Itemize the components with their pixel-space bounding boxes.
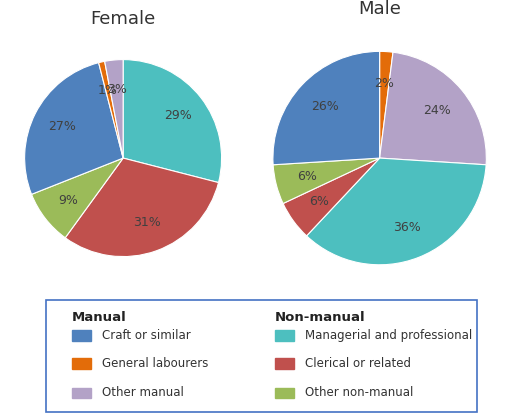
Text: 3%: 3% xyxy=(107,83,127,96)
Text: 1%: 1% xyxy=(98,84,118,97)
Text: 29%: 29% xyxy=(164,109,191,122)
Wedge shape xyxy=(307,158,486,265)
Text: 26%: 26% xyxy=(311,100,339,114)
Wedge shape xyxy=(31,158,123,238)
Bar xyxy=(274,388,294,398)
Wedge shape xyxy=(380,51,393,158)
Bar xyxy=(72,330,91,341)
Text: Craft or similar: Craft or similar xyxy=(102,329,191,342)
Text: Managerial and professional: Managerial and professional xyxy=(305,329,472,342)
Text: Other manual: Other manual xyxy=(102,386,184,399)
Text: 27%: 27% xyxy=(48,120,75,133)
Text: Clerical or related: Clerical or related xyxy=(305,357,411,370)
Text: Manual: Manual xyxy=(72,311,127,324)
Text: 9%: 9% xyxy=(58,194,78,207)
Text: 24%: 24% xyxy=(423,104,451,117)
Wedge shape xyxy=(283,158,380,236)
Wedge shape xyxy=(25,63,123,194)
Text: Other non-manual: Other non-manual xyxy=(305,386,413,399)
Wedge shape xyxy=(273,158,380,203)
Wedge shape xyxy=(98,61,123,158)
Text: 6%: 6% xyxy=(298,170,317,183)
Text: 36%: 36% xyxy=(393,221,421,234)
Wedge shape xyxy=(273,51,380,165)
Wedge shape xyxy=(380,52,486,165)
Text: 2%: 2% xyxy=(374,77,394,90)
Text: 6%: 6% xyxy=(309,196,329,208)
Bar xyxy=(72,388,91,398)
Title: Male: Male xyxy=(358,0,401,17)
Bar xyxy=(274,359,294,369)
Bar xyxy=(72,359,91,369)
Title: Female: Female xyxy=(90,10,156,28)
Text: 31%: 31% xyxy=(132,216,161,230)
FancyBboxPatch shape xyxy=(46,300,477,412)
Text: General labourers: General labourers xyxy=(102,357,209,370)
Bar xyxy=(274,330,294,341)
Wedge shape xyxy=(105,59,123,158)
Wedge shape xyxy=(123,59,222,183)
Text: Non-manual: Non-manual xyxy=(274,311,365,324)
Wedge shape xyxy=(65,158,219,257)
